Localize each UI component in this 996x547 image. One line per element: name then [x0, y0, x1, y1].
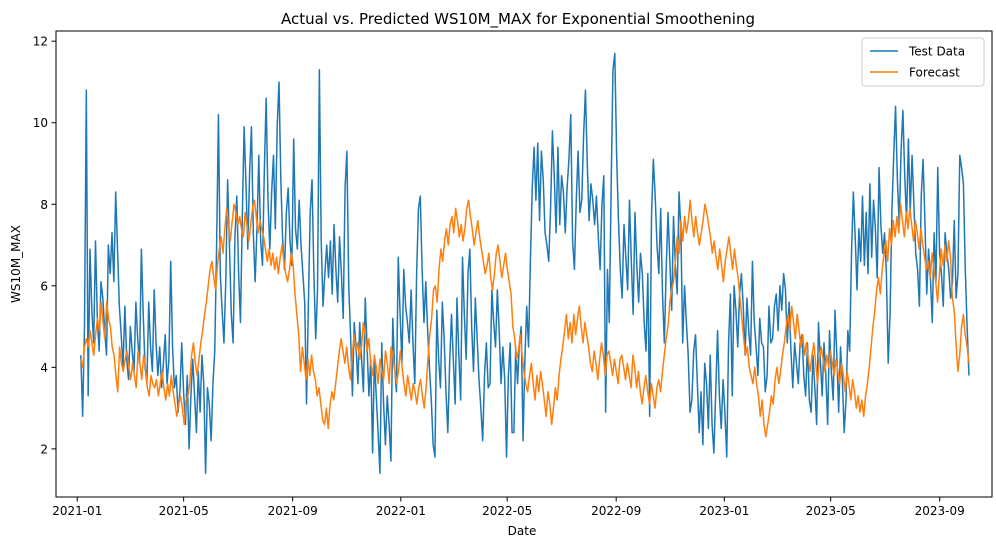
series-line-test-data — [80, 52, 970, 475]
legend-box — [861, 37, 985, 87]
plot-frame — [55, 30, 993, 498]
y-tick-label: 8 — [40, 198, 48, 212]
x-tick-label: 2023-05 — [806, 504, 856, 518]
x-axis-label: Date — [508, 524, 537, 538]
y-tick-label: 6 — [40, 279, 48, 293]
series-line-forecast — [80, 199, 970, 438]
legend-label: Forecast — [909, 66, 960, 80]
x-axis-ticks: 2021-01 2021-05 2021-09 2022-01 2022-05 2022-… — [52, 497, 965, 518]
x-tick-label: 2021-09 — [268, 504, 318, 518]
y-tick-label: 4 — [40, 361, 48, 375]
x-tick-label: 2022-01 — [376, 504, 426, 518]
y-tick-label: 12 — [33, 35, 48, 49]
x-tick-label: 2022-05 — [482, 504, 532, 518]
legend-label: Test Data — [908, 45, 965, 59]
y-axis-ticks: 2 4 6 8 10 12 — [33, 35, 56, 456]
legend: Test Data Forecast — [861, 37, 985, 87]
x-tick-label: 2021-05 — [159, 504, 209, 518]
chart-title: Actual vs. Predicted WS10M_MAX for Expon… — [281, 10, 755, 29]
x-tick-label: 2023-09 — [915, 504, 965, 518]
x-tick-label: 2023-01 — [699, 504, 749, 518]
x-tick-label: 2021-01 — [52, 504, 102, 518]
y-axis-label: WS10M_MAX — [9, 225, 23, 303]
y-tick-label: 2 — [40, 442, 48, 456]
plot-lines — [80, 52, 970, 475]
x-tick-label: 2022-09 — [591, 504, 641, 518]
y-tick-label: 10 — [33, 116, 48, 130]
